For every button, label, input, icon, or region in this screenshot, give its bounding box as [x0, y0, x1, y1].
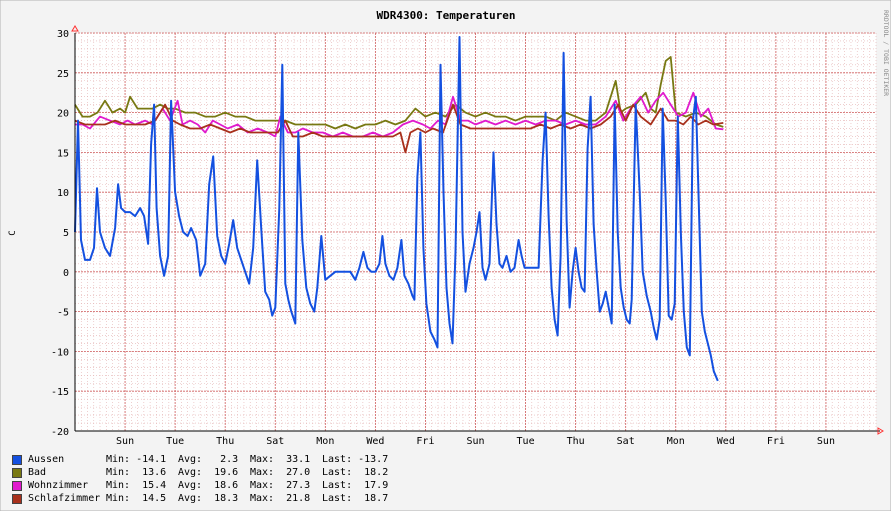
legend-row: Aussen Min: -14.1 Avg: 2.3 Max: 33.1 Last: -… [12, 453, 412, 466]
x-tick-label: Sun [116, 436, 134, 447]
legend-row: Wohnzimmer Min: 15.4 Avg: 18.6 Max: 27.3 Las… [12, 479, 412, 492]
x-tick-label: Thu [567, 436, 585, 447]
y-tick-label: 0 [63, 268, 69, 279]
legend-swatch [12, 454, 22, 465]
legend-row: Bad Min: 13.6 Avg: 19.6 Max: 27.0 Last: 18.2 [12, 466, 412, 479]
x-tick-label: Tue [166, 436, 184, 447]
x-tick-label: Mon [316, 436, 334, 447]
legend-stat-max: Max: 27.0 [250, 467, 311, 478]
x-tick-label: Sat [617, 436, 635, 447]
y-tick-label: -20 [51, 427, 69, 438]
axes [71, 25, 884, 435]
x-tick-label: Fri [767, 436, 785, 447]
legend-stat-min: Min: -14.1 [106, 454, 167, 465]
y-axis-arrow-icon [71, 25, 79, 32]
y-tick-label: 30 [57, 29, 69, 40]
rrdtool-credit: RRDTOOL / TOBI OETIKER [882, 10, 890, 96]
x-tick-label: Thu [216, 436, 234, 447]
y-tick-label: 5 [63, 228, 69, 239]
y-tick-label: -5 [57, 308, 69, 319]
x-tick-label: Sat [266, 436, 284, 447]
y-axis-ticks: 30 25 20 15 10 5 0 -5 -10 -15 -20 [51, 29, 69, 438]
legend-stat-last: Last: 18.7 [322, 493, 389, 504]
x-axis-ticks: Sun Tue Thu Sat Mon Wed Fri Sun Tue Thu Sat Mon Wed F… [116, 436, 835, 447]
series-lines [74, 36, 724, 382]
legend: Aussen Min: -14.1 Avg: 2.3 Max: 33.1 Last: -… [12, 453, 412, 505]
legend-stat-last: Last: 18.2 [322, 467, 389, 478]
legend-stat-max: Max: 33.1 [250, 454, 311, 465]
series-line-aussen [74, 36, 719, 382]
y-tick-label: 20 [57, 109, 69, 120]
legend-stat-max: Max: 27.3 [250, 480, 311, 491]
legend-swatch [12, 467, 22, 478]
legend-stat-min: Min: 13.6 [106, 467, 167, 478]
x-tick-label: Wed [366, 436, 384, 447]
legend-series-name: Aussen [28, 454, 65, 465]
legend-series-name: Wohnzimmer [28, 480, 89, 491]
x-tick-label: Mon [667, 436, 685, 447]
legend-stat-avg: Avg: 18.6 [178, 480, 239, 491]
chart-title: WDR4300: Temperaturen [376, 9, 515, 22]
legend-swatch [12, 480, 22, 491]
x-axis-arrow-icon [877, 427, 884, 435]
legend-stat-max: Max: 21.8 [250, 493, 311, 504]
legend-stat-min: Min: 15.4 [106, 480, 167, 491]
legend-swatch [12, 493, 22, 504]
y-tick-label: -10 [51, 347, 69, 358]
legend-stat-last: Last: 17.9 [322, 480, 389, 491]
x-tick-label: Fri [416, 436, 434, 447]
legend-stat-min: Min: 14.5 [106, 493, 167, 504]
legend-series-name: Bad [28, 467, 47, 478]
x-tick-label: Sun [466, 436, 484, 447]
x-tick-label: Wed [717, 436, 735, 447]
legend-stat-avg: Avg: 19.6 [178, 467, 239, 478]
x-tick-label: Tue [517, 436, 535, 447]
series-line-schlafzimmer [74, 103, 724, 154]
y-tick-label: 25 [57, 69, 69, 80]
series-line-wohnzimmer [75, 91, 724, 138]
legend-stat-avg: Avg: 18.3 [178, 493, 239, 504]
legend-stat-last: Last: -13.7 [322, 454, 389, 465]
legend-series-name: Schlafzimmer [28, 493, 101, 504]
y-tick-label: 15 [57, 148, 69, 159]
legend-stat-avg: Avg: 2.3 [178, 454, 239, 465]
y-axis-label: C [8, 230, 18, 235]
x-tick-label: Sun [817, 436, 835, 447]
y-tick-label: 10 [57, 188, 69, 199]
legend-row: Schlafzimmer Min: 14.5 Avg: 18.3 Max: 21.8 L… [12, 492, 412, 505]
y-tick-label: -15 [51, 387, 69, 398]
